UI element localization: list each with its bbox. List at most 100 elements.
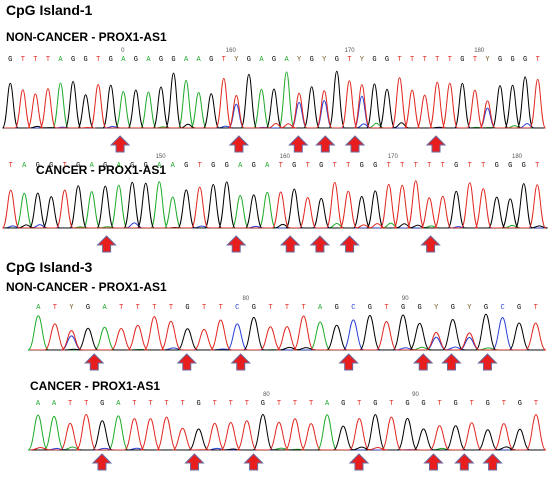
panel-title-cancer-3: CANCER - PROX1-AS1	[30, 379, 161, 393]
svg-text:A: A	[265, 162, 270, 170]
trace-a	[27, 315, 544, 351]
svg-text:T: T	[301, 304, 305, 312]
svg-text:G: G	[460, 56, 464, 64]
svg-text:G: G	[261, 400, 265, 408]
svg-text:Y: Y	[69, 304, 74, 312]
svg-text:T: T	[448, 56, 452, 64]
cpg-site-arrow-icon	[91, 453, 113, 471]
svg-text:Y: Y	[434, 304, 439, 312]
svg-text:G: G	[418, 304, 422, 312]
svg-text:A: A	[22, 162, 27, 170]
svg-text:T: T	[222, 56, 226, 64]
svg-text:G: G	[511, 56, 515, 64]
svg-text:A: A	[116, 400, 121, 408]
svg-text:T: T	[346, 162, 350, 170]
svg-text:A: A	[90, 162, 95, 170]
svg-text:G: G	[36, 162, 40, 170]
svg-text:Y: Y	[297, 56, 302, 64]
svg-text:G: G	[421, 400, 425, 408]
cpg-site-arrow-icon	[184, 453, 205, 471]
cpg-site-arrow-icon	[477, 353, 498, 371]
tick-label: 170	[345, 48, 356, 54]
svg-text:G: G	[109, 56, 113, 64]
svg-text:G: G	[373, 162, 377, 170]
svg-text:T: T	[46, 56, 50, 64]
svg-text:T: T	[357, 400, 361, 408]
svg-text:G: G	[185, 304, 189, 312]
svg-text:G: G	[130, 162, 134, 170]
trace-t	[1, 180, 547, 229]
svg-text:G: G	[517, 304, 521, 312]
svg-text:A: A	[284, 56, 289, 64]
svg-text:A: A	[52, 400, 57, 408]
trace-a	[4, 71, 544, 129]
svg-text:T: T	[180, 400, 184, 408]
svg-text:G: G	[84, 56, 88, 64]
svg-text:T: T	[410, 56, 414, 64]
cpg-site-arrow-icon	[309, 235, 331, 253]
cpg-site-arrow-icon	[482, 453, 503, 471]
svg-text:T: T	[470, 400, 474, 408]
cpg-site-arrow-icon	[225, 235, 247, 253]
cpg-site-arrow-icon	[243, 453, 264, 471]
svg-text:G: G	[86, 304, 90, 312]
svg-text:G: G	[522, 162, 526, 170]
panel-title-non-cancer-1: NON-CANCER - PROX1-AS1	[6, 30, 167, 44]
svg-text:T: T	[534, 304, 538, 312]
svg-text:G: G	[292, 162, 296, 170]
svg-text:T: T	[169, 304, 173, 312]
svg-text:T: T	[136, 304, 140, 312]
svg-text:T: T	[435, 56, 439, 64]
svg-text:T: T	[164, 400, 168, 408]
tick-label: 90	[412, 392, 419, 398]
svg-text:T: T	[427, 162, 431, 170]
trace-t	[30, 315, 547, 351]
svg-text:T: T	[229, 400, 233, 408]
svg-text:T: T	[119, 304, 123, 312]
svg-text:A: A	[121, 56, 126, 64]
svg-text:T: T	[437, 400, 441, 408]
tick-label: 180	[512, 154, 523, 160]
svg-text:T: T	[63, 162, 67, 170]
tick-label: 80	[243, 296, 250, 302]
svg-text:G: G	[335, 56, 339, 64]
section-title-cpg-island-1: CpG Island-1	[6, 2, 93, 18]
svg-text:T: T	[347, 56, 351, 64]
svg-text:G: G	[71, 56, 75, 64]
svg-text:G: G	[103, 162, 107, 170]
svg-text:T: T	[387, 162, 391, 170]
svg-text:G: G	[211, 162, 215, 170]
svg-text:T: T	[309, 400, 313, 408]
svg-text:A: A	[171, 162, 176, 170]
cpg-site-arrow-icon	[423, 453, 444, 471]
svg-text:T: T	[535, 162, 539, 170]
svg-text:G: G	[247, 56, 251, 64]
svg-text:G: G	[385, 56, 389, 64]
svg-text:G: G	[341, 400, 345, 408]
svg-text:G: G	[401, 304, 405, 312]
svg-text:T: T	[423, 56, 427, 64]
svg-text:C: C	[351, 304, 355, 312]
cpg-site-arrow-icon	[339, 235, 360, 253]
svg-text:G: G	[523, 56, 527, 64]
svg-text:G: G	[373, 400, 377, 408]
svg-text:Y: Y	[360, 56, 365, 64]
svg-text:T: T	[152, 304, 156, 312]
svg-text:T: T	[198, 162, 202, 170]
svg-text:G: G	[171, 56, 175, 64]
svg-text:T: T	[279, 162, 283, 170]
svg-text:G: G	[144, 162, 148, 170]
cpg-site-arrow-icon	[348, 453, 370, 471]
svg-text:Y: Y	[467, 304, 472, 312]
svg-text:T: T	[293, 400, 297, 408]
svg-text:T: T	[245, 400, 249, 408]
trace-c	[4, 95, 544, 129]
cpg-site-arrow-icon	[338, 353, 359, 371]
svg-text:A: A	[117, 162, 122, 170]
svg-text:A: A	[318, 304, 323, 312]
